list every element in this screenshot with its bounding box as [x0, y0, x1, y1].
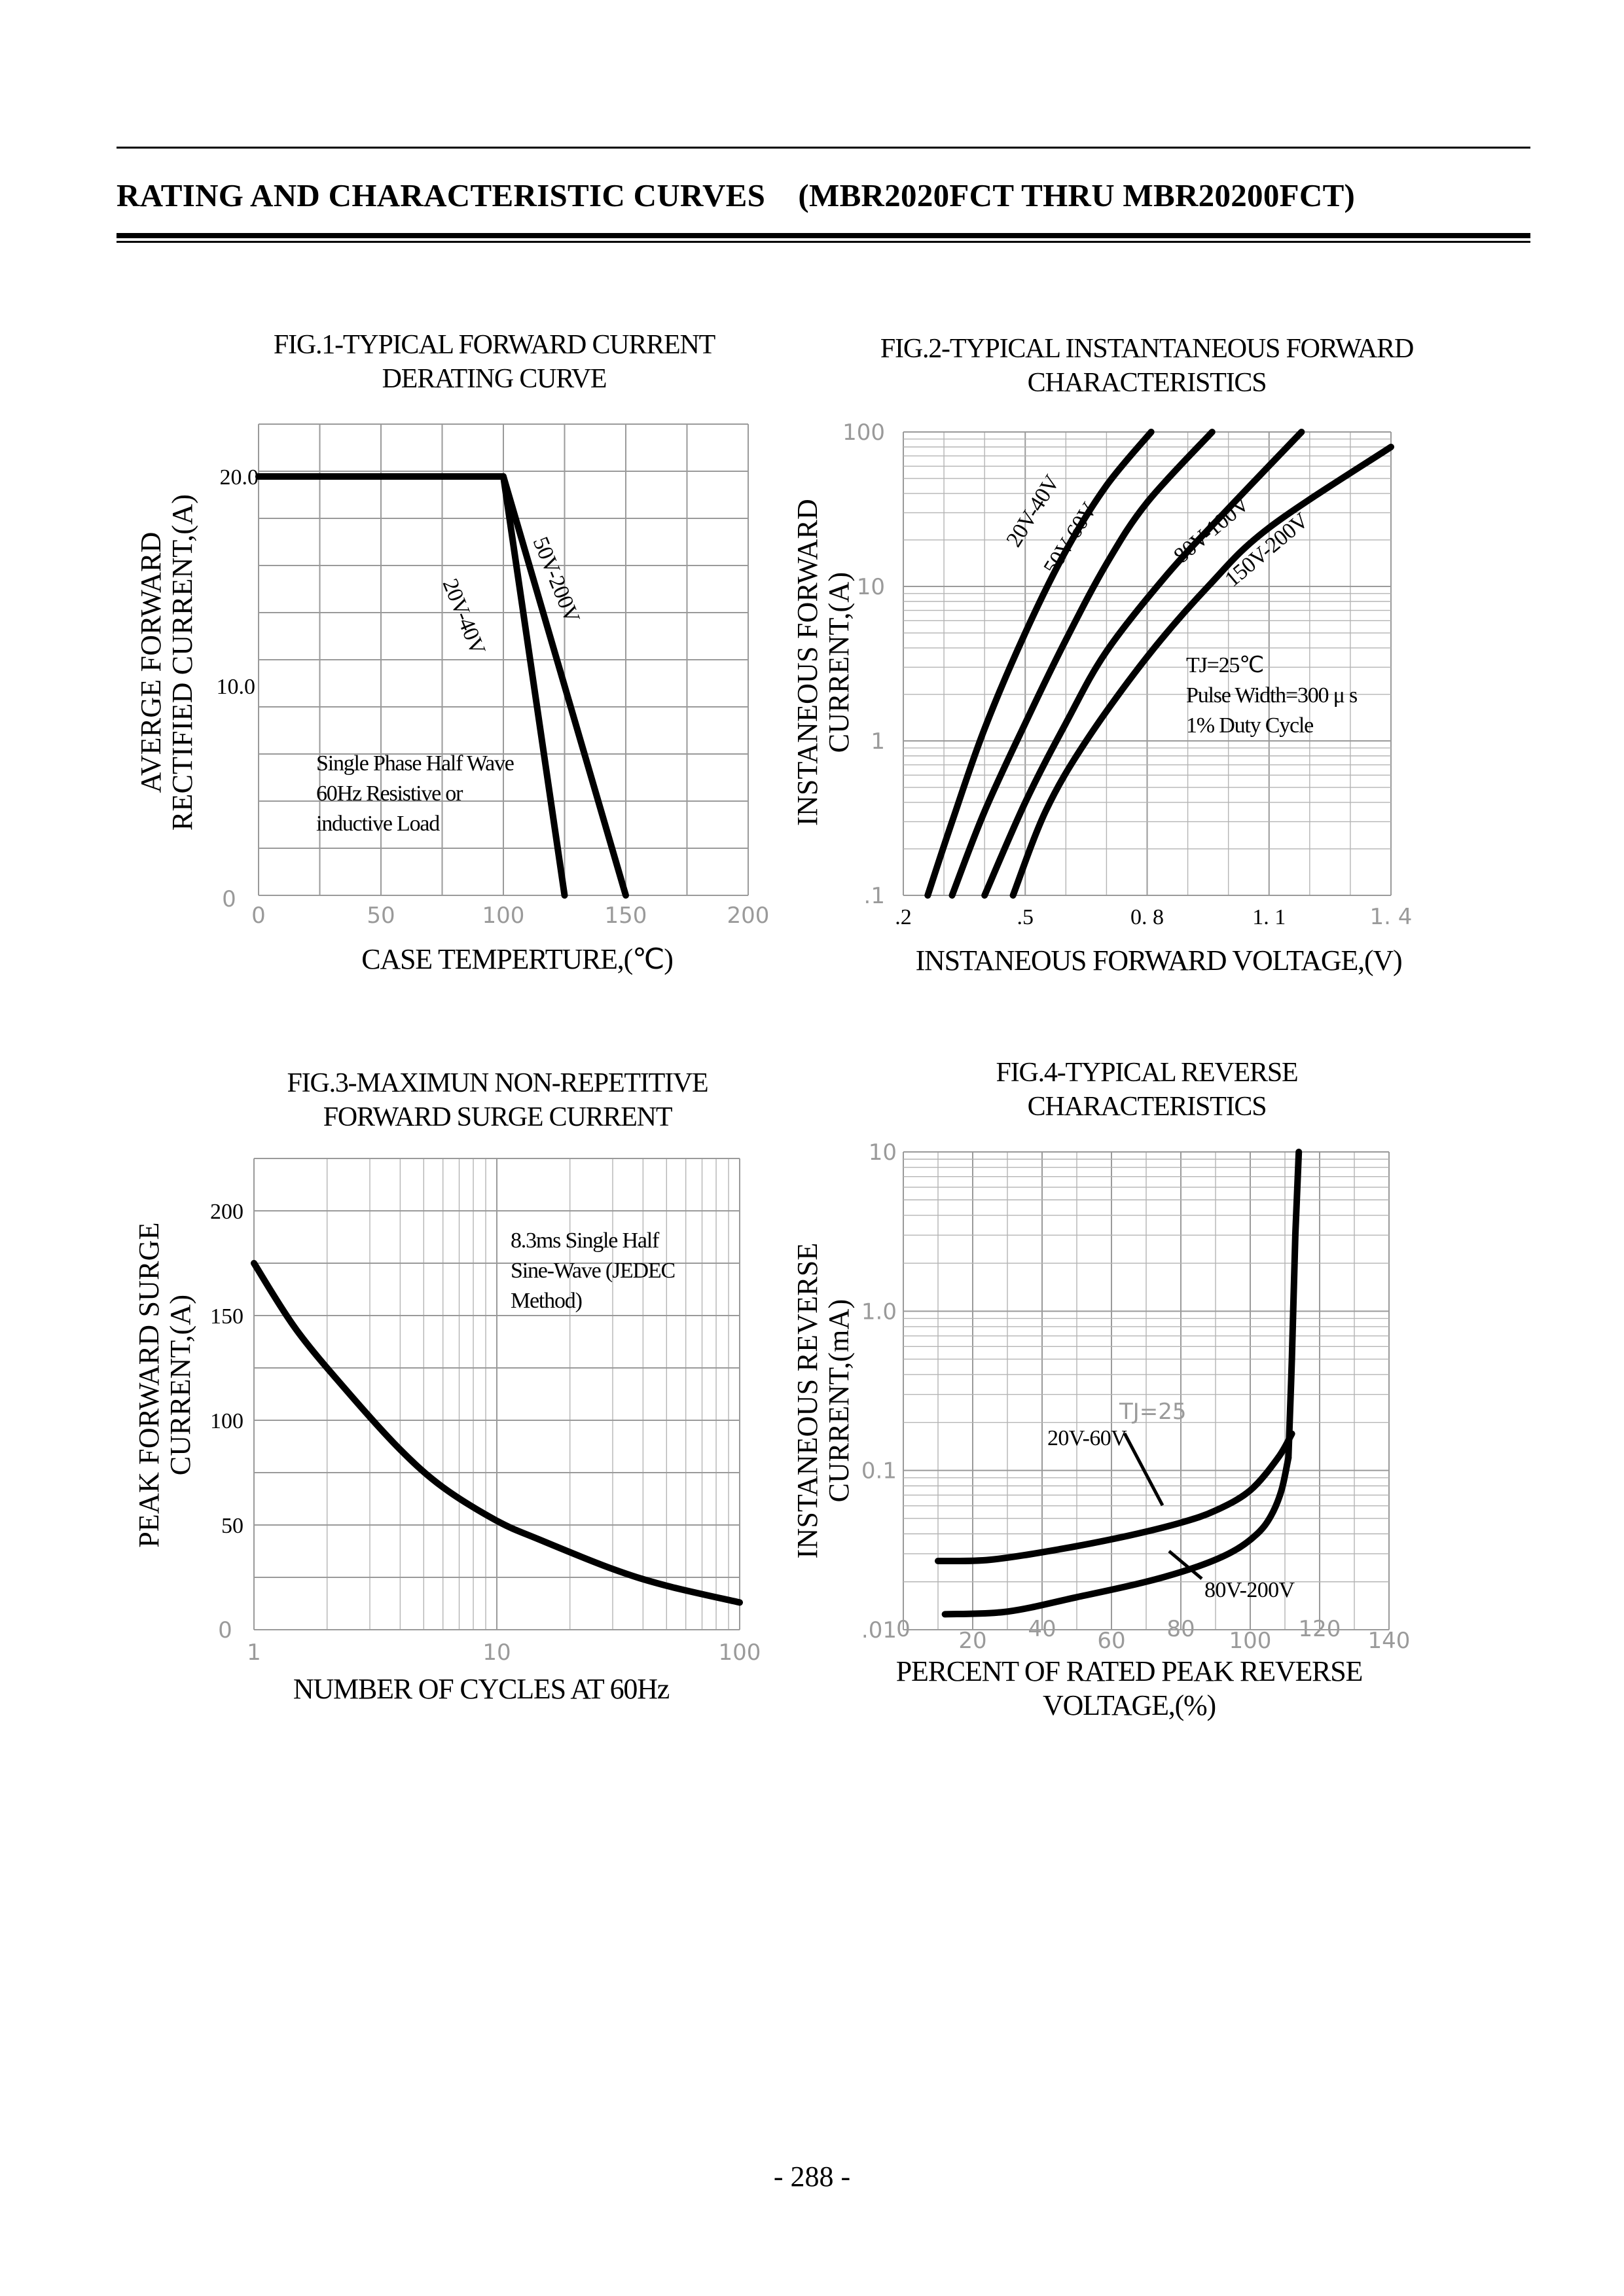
- fig3-y-tick: 50: [221, 1514, 244, 1538]
- fig3-x-tick: 1: [247, 1640, 261, 1666]
- fig1-annotation: inductive Load: [316, 812, 440, 836]
- fig3-annotation: Method): [511, 1289, 582, 1313]
- fig4-series-line: [1285, 1149, 1303, 1462]
- double-rule-thick: [117, 233, 1530, 238]
- fig4-x-tick: 20: [958, 1628, 986, 1654]
- fig4-x-tick: 60: [1097, 1628, 1125, 1654]
- fig2-annotation: TJ=25℃: [1186, 653, 1263, 677]
- fig4-y-tick: 1.0: [861, 1299, 897, 1325]
- fig1-title: FIG.1-TYPICAL FORWARD CURRENT: [274, 330, 715, 360]
- fig2-annotation: Pulse Width=300 μ s: [1186, 683, 1357, 708]
- fig4-x-tick: 120: [1299, 1616, 1341, 1642]
- fig1-x-tick: 200: [727, 903, 770, 929]
- fig1-label-20v-40v: 20V-40V: [438, 575, 490, 658]
- fig4-y-axis-label: CURRENT,(mA): [823, 1299, 855, 1503]
- fig1-y-axis-label: AVERGE FORWARD: [135, 531, 167, 793]
- fig1-y-tick: 10.0: [217, 675, 256, 699]
- fig1-x-tick: 0: [251, 903, 266, 929]
- fig4-x-tick: 100: [1229, 1628, 1272, 1654]
- fig3-y-axis-label: PEAK FORWARD SURGE: [133, 1222, 165, 1547]
- fig3-title: FIG.3-MAXIMUN NON-REPETITIVE: [287, 1068, 708, 1098]
- fig4-y-axis-label: INSTANEOUS REVERSE: [791, 1243, 823, 1559]
- fig2-series-line: [948, 429, 1216, 899]
- fig2-series-line: [1009, 443, 1394, 899]
- fig4-y-tick: .01: [861, 1617, 897, 1643]
- page-number: - 288 -: [773, 2161, 851, 2193]
- fig2-y-axis-label: CURRENT,(A): [823, 572, 855, 753]
- fig4-series-line: [941, 1454, 1292, 1618]
- fig2-y-tick: .1: [864, 883, 885, 909]
- fig4-title: FIG.4-TYPICAL REVERSE: [996, 1058, 1298, 1088]
- fig3-y-tick: 150: [210, 1304, 244, 1329]
- fig2-x-tick: 1. 4: [1370, 904, 1413, 930]
- fig3-y-tick: 100: [210, 1409, 244, 1433]
- fig1-x-tick: 50: [367, 903, 395, 929]
- fig4-label-80v-200v: 80V-200V: [1204, 1578, 1295, 1602]
- fig4-x-tick: 40: [1028, 1616, 1056, 1642]
- fig1-series-line: [255, 473, 629, 899]
- fig4-label-20v-60v: 20V-60V: [1047, 1426, 1127, 1450]
- top-rule: [117, 147, 1530, 149]
- fig3-title: FORWARD SURGE CURRENT: [323, 1102, 672, 1132]
- fig3-series-line: [251, 1260, 743, 1606]
- fig2-x-tick: 0. 8: [1130, 905, 1164, 929]
- fig2-x-tick: .5: [1017, 905, 1034, 929]
- fig2-label-50v-60v: 50V-60V: [1039, 498, 1102, 579]
- fig4-x-tick: 140: [1368, 1628, 1411, 1654]
- fig2-y-tick: 1: [871, 728, 885, 755]
- fig3-annotation: Sine-Wave (JEDEC: [511, 1259, 675, 1283]
- page-title: RATING AND CHARACTERISTIC CURVES (MBR202…: [117, 177, 1356, 213]
- fig4-y-tick: 10: [869, 1139, 897, 1166]
- fig4-x-axis-label: VOLTAGE,(%): [1043, 1689, 1216, 1721]
- fig1-x-tick: 100: [482, 903, 525, 929]
- fig4-annotation: TJ=25: [1119, 1399, 1187, 1425]
- fig3-y-axis-label: CURRENT,(A): [164, 1295, 196, 1475]
- double-rule-thin: [117, 241, 1530, 243]
- fig1-y-tick: 0: [222, 886, 236, 912]
- fig2-y-tick: 10: [857, 574, 885, 600]
- fig3-x-tick: 100: [719, 1640, 761, 1666]
- fig2-x-tick: 1. 1: [1252, 905, 1286, 929]
- fig2-annotation: 1% Duty Cycle: [1186, 713, 1313, 738]
- fig4-title: CHARACTERISTICS: [1028, 1092, 1267, 1122]
- fig4-series-line: [935, 1430, 1295, 1565]
- fig4-leader-80v-200v: [1168, 1550, 1203, 1580]
- fig3-x-tick: 10: [482, 1640, 511, 1666]
- fig4-y-tick: 0.1: [861, 1458, 897, 1484]
- fig2-title: FIG.2-TYPICAL INSTANTANEOUS FORWARD: [880, 334, 1413, 364]
- fig1-y-tick: 20.0: [220, 465, 259, 490]
- fig2-y-axis-label: INSTANEOUS FORWARD: [791, 499, 823, 826]
- fig2-series-line: [981, 429, 1305, 899]
- fig2-x-tick: .2: [895, 905, 912, 929]
- fig1-annotation: 60Hz Resistive or: [316, 781, 463, 806]
- fig4-x-tick: 80: [1166, 1616, 1195, 1642]
- fig2-y-tick: 100: [842, 420, 885, 446]
- fig3-y-tick: 200: [210, 1200, 244, 1224]
- fig1-x-axis-label: CASE TEMPERTURE,(℃): [361, 943, 672, 975]
- fig1-annotation: Single Phase Half Wave: [316, 751, 514, 776]
- fig1-x-tick: 150: [605, 903, 647, 929]
- fig2-x-axis-label: INSTANEOUS FORWARD VOLTAGE,(V): [916, 944, 1402, 977]
- fig4-x-axis-label: PERCENT OF RATED PEAK REVERSE: [896, 1655, 1362, 1687]
- fig4-leader-20v-60v: [1123, 1432, 1164, 1507]
- fig1-title: DERATING CURVE: [382, 364, 607, 394]
- fig1-y-axis-label: RECTIFIED CURRENT,(A): [166, 494, 198, 831]
- fig2-series-line: [924, 429, 1155, 899]
- fig2-title: CHARACTERISTICS: [1028, 368, 1267, 398]
- fig3-y-tick: 0: [218, 1617, 232, 1643]
- fig4-x-tick: 0: [896, 1616, 911, 1642]
- fig3-x-axis-label: NUMBER OF CYCLES AT 60Hz: [293, 1673, 670, 1705]
- fig3-annotation: 8.3ms Single Half: [511, 1229, 660, 1253]
